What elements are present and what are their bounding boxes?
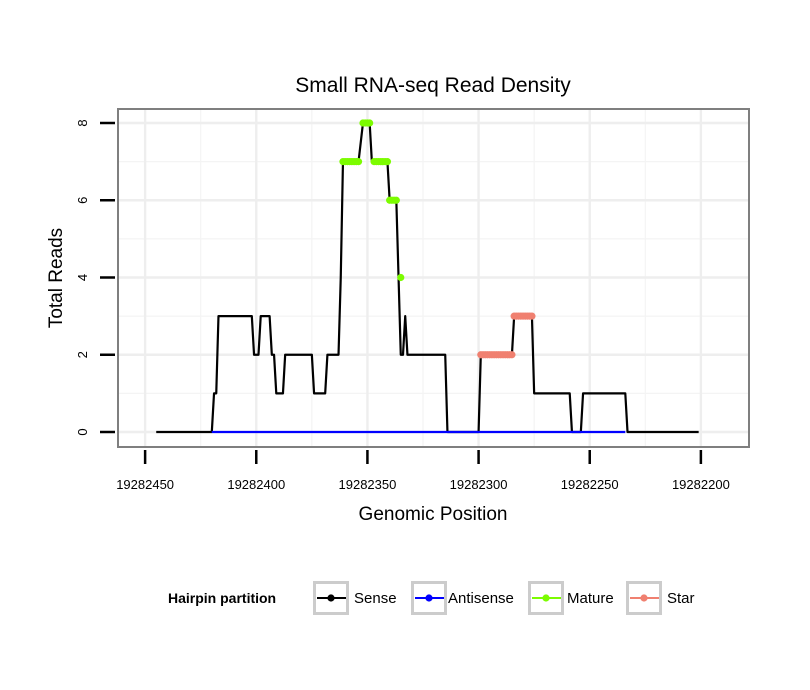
x-axis: 19282450 19282400 19282350 19282300 19282250…: [116, 450, 730, 492]
star-point: [528, 312, 536, 320]
star-point: [508, 351, 516, 359]
x-tick-label: 19282200: [672, 477, 730, 492]
star-legend-key-point: [640, 594, 648, 602]
legend-title: Hairpin partition: [168, 590, 276, 606]
mature-legend-key-point: [542, 594, 550, 602]
mature-point: [397, 273, 405, 282]
y-tick-label: 6: [75, 197, 90, 204]
y-axis: 0 2 4 6 8: [75, 119, 115, 436]
mature-legend-label: Mature: [567, 590, 614, 607]
plot-border: [117, 108, 750, 448]
series-layer: [156, 119, 699, 434]
chart-title: Small RNA-seq Read Density: [295, 74, 571, 97]
x-tick-label: 19282300: [450, 477, 508, 492]
y-tick-label: 0: [75, 428, 90, 435]
mature-point: [366, 119, 374, 127]
antisense-legend-key-point: [425, 594, 433, 602]
x-tick-label: 19282400: [227, 477, 285, 492]
x-tick-label: 19282450: [116, 477, 174, 492]
mature-point: [354, 158, 363, 166]
sense-legend-label: Sense: [354, 590, 397, 607]
mature-point: [392, 196, 400, 204]
legend: Hairpin partition Sense Antisense Mature St…: [168, 581, 695, 615]
x-tick-label: 19282250: [561, 477, 619, 492]
y-tick-label: 4: [75, 274, 90, 281]
y-tick-label: 8: [75, 119, 90, 126]
x-tick-label: 19282350: [339, 477, 397, 492]
x-axis-title: Genomic Position: [359, 504, 508, 525]
y-axis-title: Total Reads: [46, 228, 67, 328]
mature-point: [383, 158, 392, 166]
y-tick-label: 2: [75, 351, 90, 358]
sense-legend-key-point: [327, 594, 335, 602]
star-legend-label: Star: [667, 590, 695, 607]
antisense-legend-label: Antisense: [448, 590, 514, 607]
